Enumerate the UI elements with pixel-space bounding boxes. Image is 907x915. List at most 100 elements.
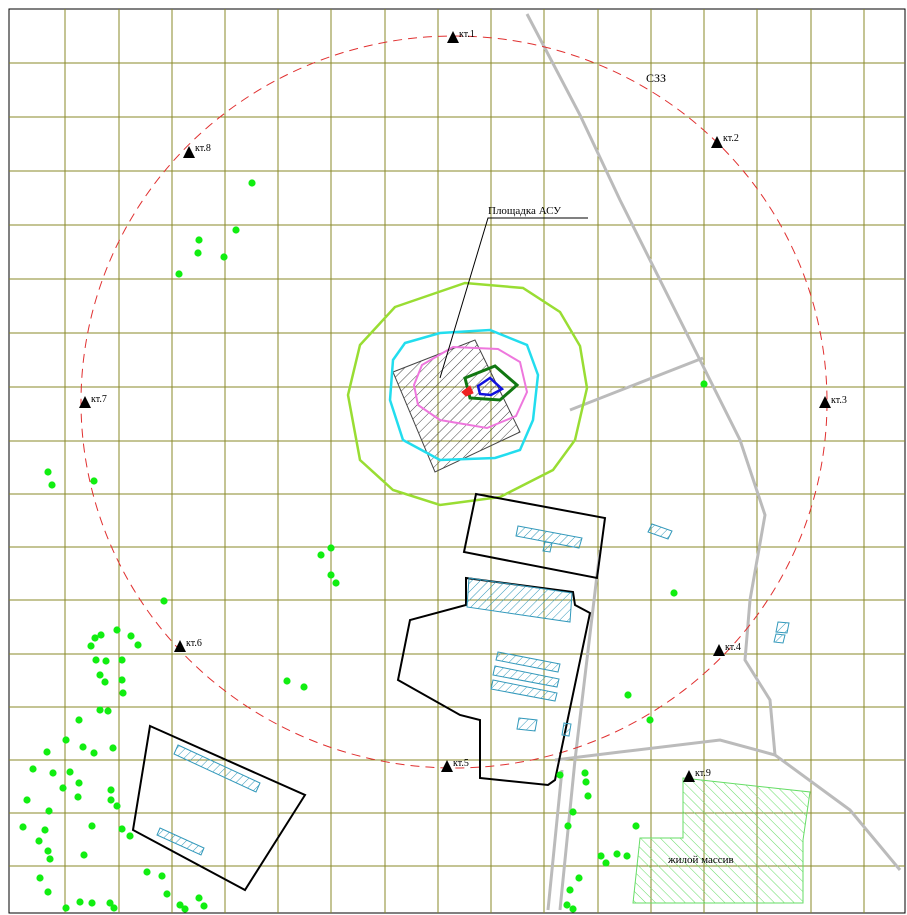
triangle-marker-icon [441, 760, 453, 772]
tree-icon [66, 768, 74, 776]
emission-source [461, 385, 474, 397]
site-label-leader [439, 217, 588, 379]
tree-icon [200, 902, 208, 910]
control-point-5: кт.5 [441, 758, 469, 772]
tree-icon [700, 380, 708, 388]
structure [773, 633, 786, 644]
isoline-blue [476, 376, 505, 397]
tree-icon [107, 796, 115, 804]
structure [647, 523, 673, 540]
tree-icon [327, 544, 335, 552]
tree-icon [44, 468, 52, 476]
structure [775, 621, 790, 634]
residential-area [632, 777, 811, 904]
tree-icon [49, 769, 57, 777]
structure [542, 541, 553, 553]
control-point-2: кт.2 [711, 133, 739, 148]
control-point-label: кт.4 [725, 642, 741, 653]
tree-icon [118, 656, 126, 664]
tree-icon [104, 707, 112, 715]
tree-icon [48, 481, 56, 489]
road-branch [569, 356, 704, 412]
zone-label: СЗЗ [646, 71, 666, 85]
tree-icon [646, 716, 654, 724]
tree-icon [46, 855, 54, 863]
tree-icon [220, 253, 228, 261]
buildings [131, 492, 607, 892]
tree-icon [74, 793, 82, 801]
building-southwest [131, 724, 307, 892]
control-point-label: кт.3 [831, 395, 847, 406]
tree-icon [43, 748, 51, 756]
tree-icon [90, 477, 98, 485]
control-point-label: кт.5 [453, 758, 469, 769]
triangle-marker-icon [819, 396, 831, 408]
triangle-marker-icon [183, 146, 195, 158]
tree-icon [19, 823, 27, 831]
tree-icon [44, 888, 52, 896]
tree-icon [45, 807, 53, 815]
structure [492, 665, 560, 688]
tree-icon [158, 872, 166, 880]
control-point-label: кт.8 [195, 143, 211, 154]
control-point-8: кт.8 [183, 143, 211, 158]
tree-icon [300, 683, 308, 691]
tree-icon [160, 597, 168, 605]
tree-icon [119, 689, 127, 697]
tree-icon [113, 626, 121, 634]
tree-icon [76, 898, 84, 906]
tree-icon [107, 786, 115, 794]
structure [466, 577, 573, 623]
control-point-label: кт.6 [186, 638, 202, 649]
control-point-label: кт.1 [459, 29, 475, 40]
tree-icon [566, 886, 574, 894]
tree-icon [92, 656, 100, 664]
tree-icon [564, 822, 572, 830]
road-main [525, 13, 777, 756]
structure [515, 525, 583, 549]
triangle-marker-icon [683, 770, 695, 782]
tree-icon [232, 226, 240, 234]
structure [156, 827, 205, 856]
tree-icon [102, 657, 110, 665]
structure [495, 651, 561, 673]
tree-icon [35, 837, 43, 845]
tree-icon [602, 859, 610, 867]
tree-icon [113, 802, 121, 810]
tree-icon [582, 778, 590, 786]
tree-icon [80, 851, 88, 859]
tree-icon [632, 822, 640, 830]
tree-icon [62, 736, 70, 744]
tree-icon [195, 236, 203, 244]
tree-icon [163, 890, 171, 898]
triangle-marker-icon [79, 396, 91, 408]
tree-icon [91, 634, 99, 642]
tree-icon [195, 894, 203, 902]
control-point-6: кт.6 [174, 638, 202, 652]
control-point-label: кт.2 [723, 133, 739, 144]
isoline-cyan [388, 328, 540, 462]
tree-icon [44, 847, 52, 855]
tree-icon [101, 678, 109, 686]
tree-icon [283, 677, 291, 685]
structure [490, 679, 558, 702]
tree-icon [118, 825, 126, 833]
building-main [396, 576, 592, 787]
triangle-marker-icon [713, 644, 725, 656]
control-point-3: кт.3 [819, 395, 847, 408]
road-south [558, 549, 602, 911]
control-point-9: кт.9 [683, 768, 711, 782]
tree-icon [87, 642, 95, 650]
tree-icon [106, 899, 114, 907]
coordinate-grid [9, 9, 905, 913]
tree-icon [62, 904, 70, 912]
isoline-outer [346, 281, 589, 507]
structure [516, 717, 538, 732]
tree-icon [581, 769, 589, 777]
building-north [462, 492, 607, 580]
tree-icon [96, 706, 104, 714]
tree-icon [126, 832, 134, 840]
tree-icon [96, 671, 104, 679]
control-point-7: кт.7 [79, 394, 107, 408]
